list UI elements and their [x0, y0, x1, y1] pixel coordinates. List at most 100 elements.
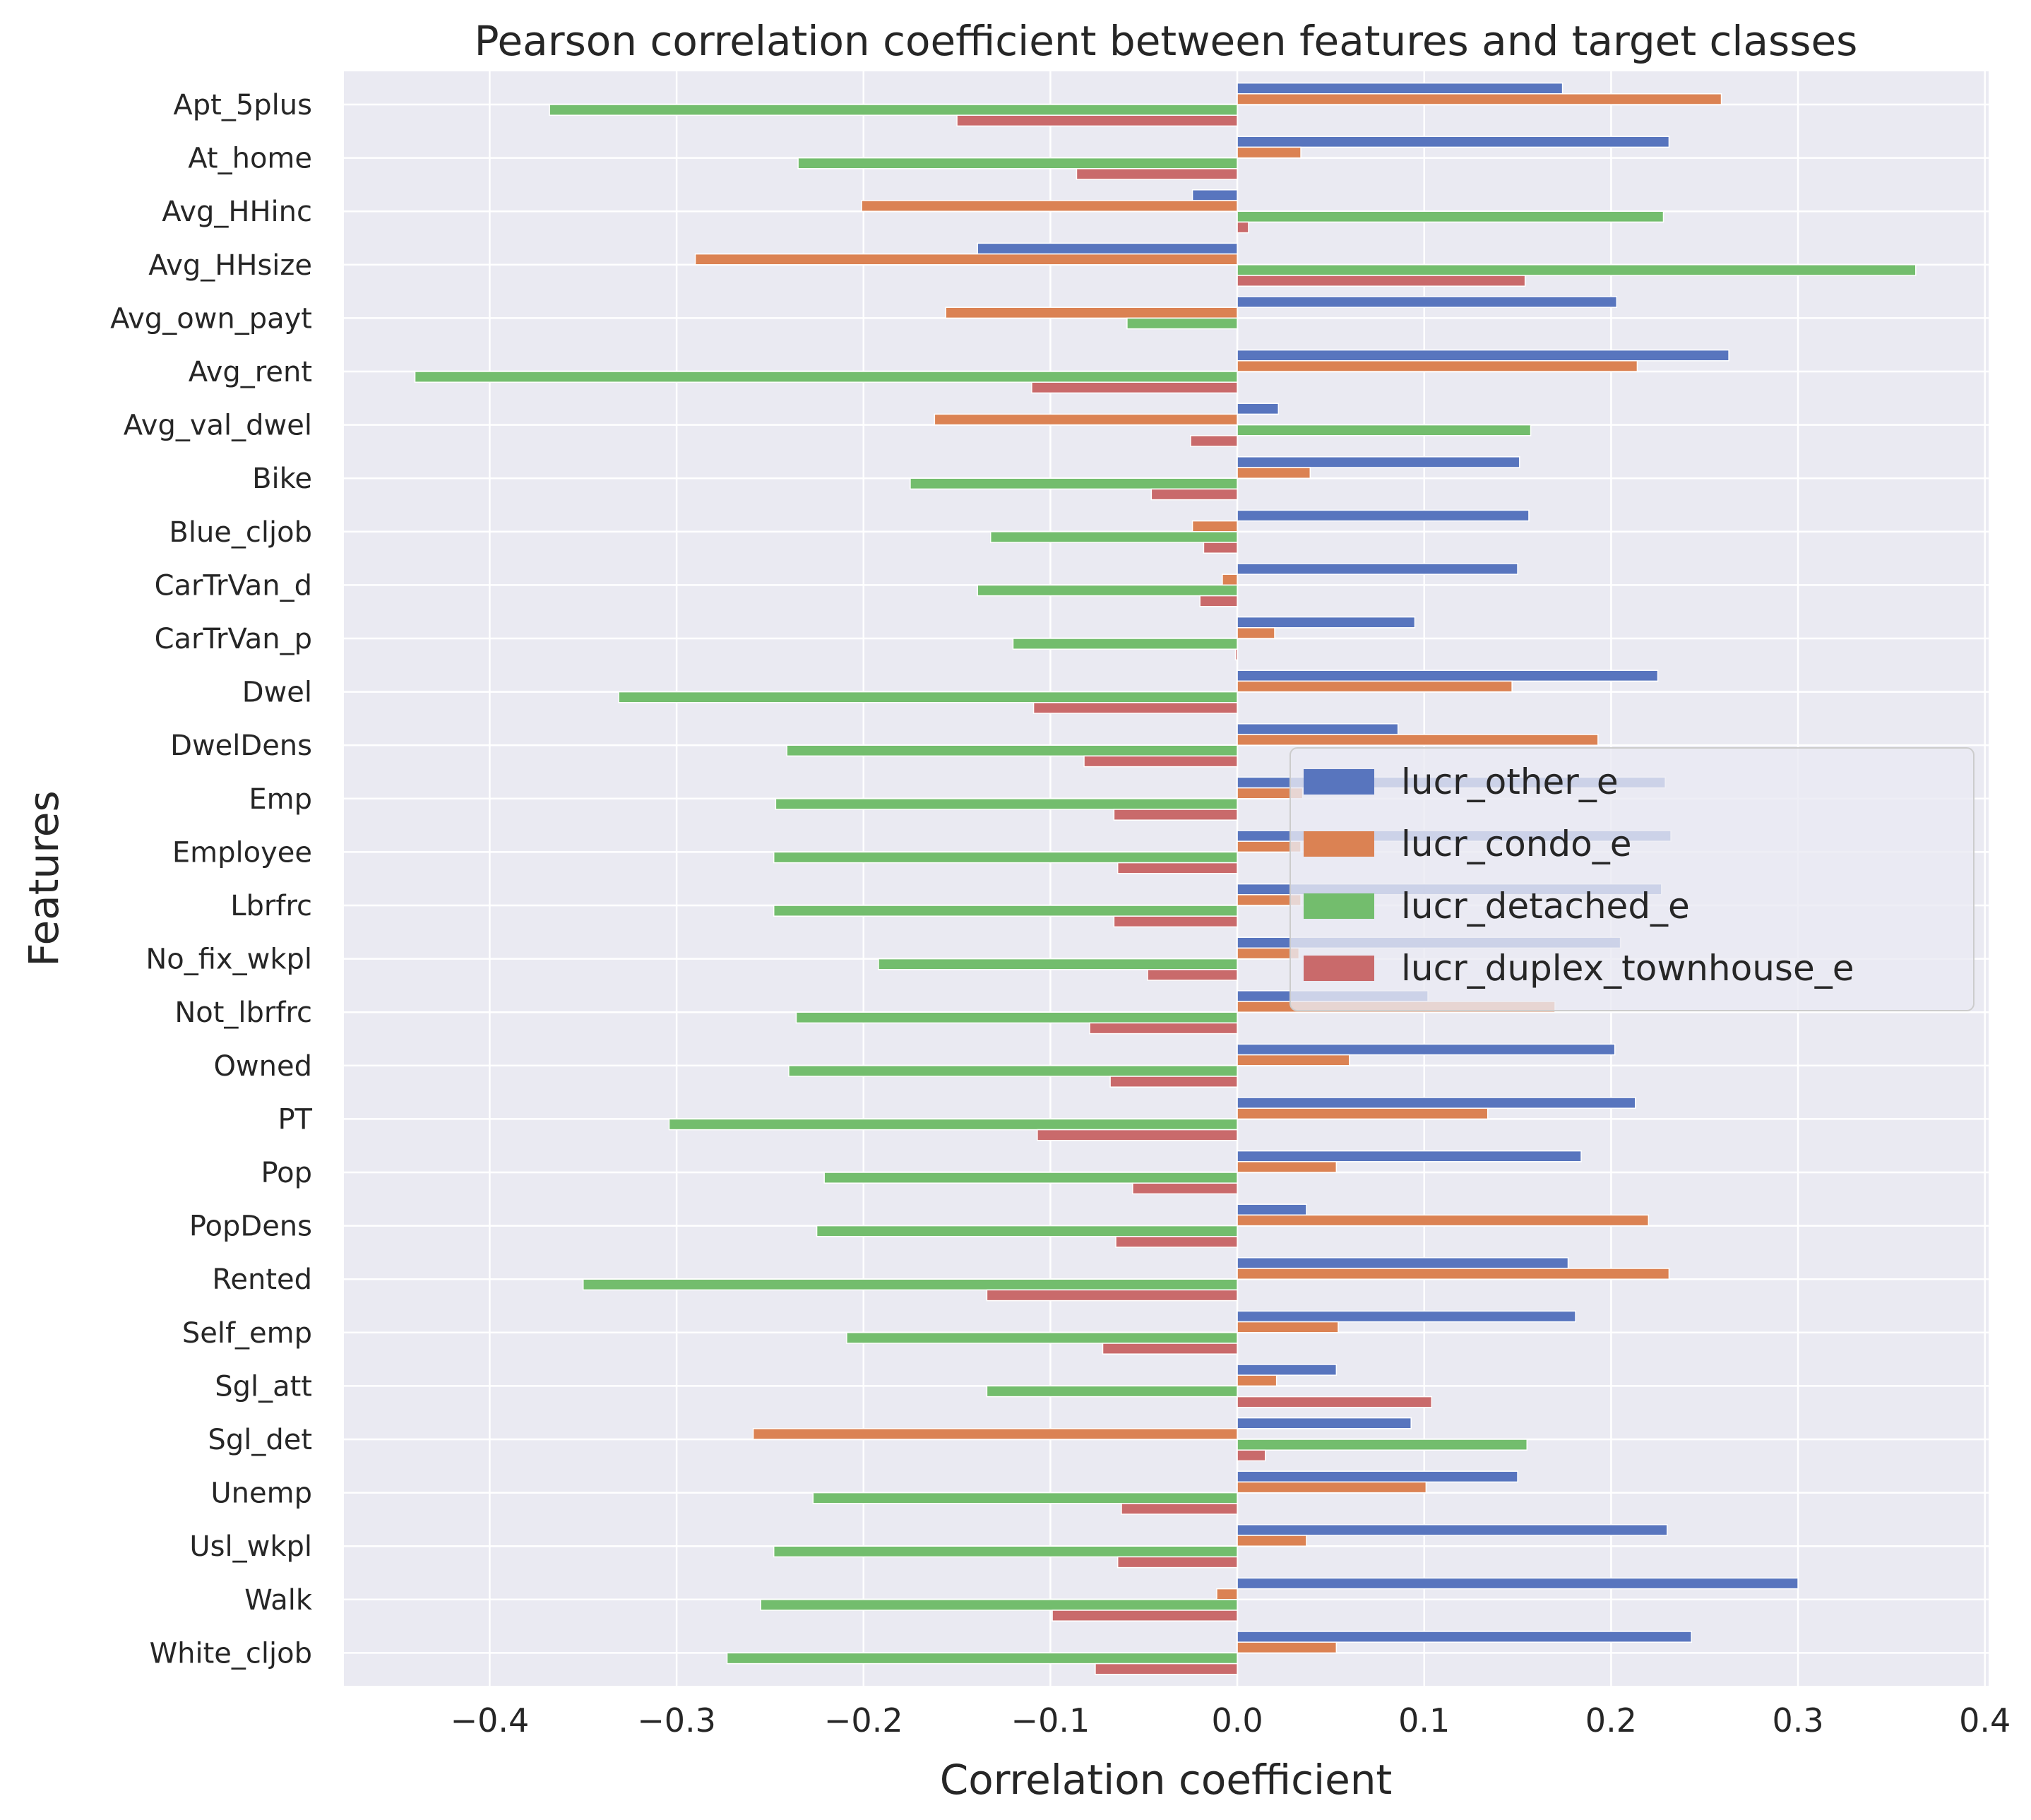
- bar-lucr_detached_e-Bike: [910, 477, 1238, 490]
- bar-lucr_other_e-At_home: [1237, 136, 1670, 148]
- bar-lucr_duplex_townhouse_e-Blue_cljob: [1203, 542, 1238, 554]
- y-tick-label: Not_lbrfrc: [174, 997, 312, 1029]
- bar-lucr_duplex_townhouse_e-Avg_HHsize: [1237, 275, 1526, 287]
- bar-lucr_condo_e-Avg_val_dwel: [934, 413, 1238, 426]
- y-tick-label: Walk: [244, 1584, 313, 1617]
- bar-lucr_duplex_townhouse_e-Owned: [1109, 1076, 1238, 1088]
- bar-lucr_duplex_townhouse_e-PT: [1037, 1129, 1238, 1141]
- bar-lucr_other_e-Walk: [1237, 1577, 1799, 1590]
- bar-lucr_other_e-Avg_own_payt: [1237, 296, 1618, 308]
- bar-lucr_detached_e-PopDens: [816, 1225, 1238, 1237]
- bar-lucr_duplex_townhouse_e-Rented: [986, 1289, 1238, 1302]
- bar-lucr_condo_e-DwelDens: [1237, 734, 1599, 746]
- bar-lucr_duplex_townhouse_e-Sgl_att: [1237, 1396, 1433, 1408]
- bar-lucr_duplex_townhouse_e-DwelDens: [1083, 755, 1238, 768]
- bar-lucr_duplex_townhouse_e-CarTrVan_p: [1234, 648, 1238, 661]
- bar-lucr_condo_e-Dwel: [1237, 680, 1513, 693]
- bar-lucr_duplex_townhouse_e-PopDens: [1115, 1236, 1238, 1248]
- bar-lucr_detached_e-Usl_wkpl: [773, 1545, 1238, 1558]
- bar-lucr_duplex_townhouse_e-At_home: [1076, 168, 1238, 180]
- bar-lucr_condo_e-Usl_wkpl: [1237, 1535, 1307, 1547]
- legend-label: lucr_detached_e: [1401, 886, 1690, 927]
- bar-lucr_detached_e-Avg_own_payt: [1126, 317, 1238, 330]
- bar-lucr_detached_e-Owned: [788, 1065, 1238, 1077]
- bar-lucr_duplex_townhouse_e-Unemp: [1121, 1503, 1238, 1515]
- y-tick-label: PopDens: [189, 1211, 312, 1243]
- legend-label: lucr_duplex_townhouse_e: [1401, 948, 1854, 989]
- bar-lucr_other_e-Avg_val_dwel: [1237, 403, 1280, 415]
- y-tick-label: At_home: [188, 143, 312, 175]
- bar-lucr_condo_e-Sgl_det: [752, 1428, 1238, 1440]
- bar-lucr_condo_e-Avg_rent: [1237, 360, 1638, 372]
- bar-lucr_condo_e-CarTrVan_p: [1237, 627, 1275, 639]
- bar-lucr_other_e-Owned: [1237, 1043, 1616, 1056]
- bar-lucr_other_e-Avg_rent: [1237, 349, 1729, 362]
- bar-lucr_condo_e-Blue_cljob: [1191, 520, 1238, 533]
- y-tick-label: Usl_wkpl: [189, 1530, 312, 1563]
- x-tick-label: −0.4: [451, 1701, 530, 1739]
- bar-lucr_condo_e-Sgl_att: [1237, 1374, 1277, 1387]
- y-tick-label: PT: [278, 1103, 312, 1136]
- bar-lucr_condo_e-Bike: [1237, 467, 1311, 479]
- y-tick-label: DwelDens: [170, 730, 312, 762]
- legend-label: lucr_condo_e: [1401, 823, 1632, 864]
- bar-lucr_other_e-Apt_5plus: [1237, 82, 1564, 95]
- chart-title: Pearson correlation coefficient between …: [475, 17, 1858, 65]
- y-tick-label: White_cljob: [150, 1637, 312, 1670]
- bar-lucr_condo_e-Avg_own_payt: [945, 307, 1238, 319]
- bar-lucr_duplex_townhouse_e-Walk: [1052, 1610, 1238, 1622]
- x-tick-label: 0.0: [1211, 1701, 1263, 1739]
- bar-lucr_duplex_townhouse_e-Lbrfrc: [1113, 915, 1238, 928]
- bar-lucr_detached_e-PT: [668, 1118, 1238, 1131]
- bar-lucr_duplex_townhouse_e-Self_emp: [1102, 1343, 1238, 1355]
- bar-lucr_other_e-Rented: [1237, 1257, 1569, 1269]
- bar-lucr_duplex_townhouse_e-Apt_5plus: [956, 114, 1238, 127]
- bar-lucr_duplex_townhouse_e-Usl_wkpl: [1116, 1556, 1238, 1569]
- y-tick-label: Avg_rent: [189, 356, 312, 388]
- y-tick-label: Owned: [213, 1050, 312, 1083]
- bar-lucr_other_e-Unemp: [1237, 1470, 1518, 1483]
- bar-lucr_detached_e-Employee: [773, 851, 1238, 864]
- bar-lucr_condo_e-PT: [1237, 1107, 1489, 1120]
- bar-lucr_duplex_townhouse_e-Emp: [1113, 809, 1238, 821]
- bar-lucr_detached_e-Lbrfrc: [773, 905, 1238, 917]
- bar-lucr_detached_e-Avg_rent: [414, 371, 1238, 383]
- bar-lucr_condo_e-Apt_5plus: [1237, 93, 1722, 105]
- bar-lucr_other_e-Avg_HHsize: [977, 242, 1238, 255]
- legend-swatch: [1304, 956, 1374, 981]
- bars: [414, 82, 1917, 1675]
- y-tick-label: Unemp: [210, 1477, 312, 1510]
- y-tick-label: Lbrfrc: [230, 890, 312, 922]
- bar-lucr_detached_e-Rented: [583, 1278, 1238, 1291]
- legend-swatch: [1304, 831, 1374, 857]
- x-tick-label: 0.2: [1585, 1701, 1637, 1739]
- y-axis-label: Features: [20, 790, 68, 966]
- bar-lucr_detached_e-CarTrVan_d: [977, 584, 1238, 597]
- bar-lucr_detached_e-Sgl_att: [986, 1385, 1238, 1398]
- y-tick-label: Sgl_det: [208, 1424, 312, 1456]
- bar-lucr_condo_e-Pop: [1237, 1161, 1338, 1173]
- bar-lucr_detached_e-Dwel: [618, 691, 1238, 703]
- bar-lucr_detached_e-No_fix_wkpl: [878, 958, 1238, 970]
- bar-lucr_other_e-Usl_wkpl: [1237, 1524, 1668, 1536]
- bar-lucr_other_e-CarTrVan_d: [1237, 563, 1518, 575]
- bar-lucr_other_e-PT: [1237, 1097, 1636, 1109]
- y-tick-label: Avg_HHsize: [148, 249, 312, 282]
- bar-lucr_duplex_townhouse_e-Pop: [1132, 1182, 1238, 1195]
- bar-lucr_other_e-Self_emp: [1237, 1310, 1576, 1323]
- y-tick-labels: Apt_5plus At_home Avg_HHinc Avg_HHsize Avg_o…: [110, 89, 313, 1670]
- bar-lucr_other_e-DwelDens: [1237, 723, 1399, 735]
- legend-items: lucr_other_e lucr_condo_e lucr_detached_el…: [1304, 761, 1854, 989]
- bar-lucr_duplex_townhouse_e-Sgl_det: [1237, 1449, 1266, 1462]
- y-tick-label: Blue_cljob: [169, 516, 312, 549]
- bar-lucr_detached_e-Apt_5plus: [549, 104, 1238, 116]
- legend-frame: [1290, 747, 1975, 1011]
- x-tick-label: 0.3: [1772, 1701, 1823, 1739]
- y-tick-label: Sgl_att: [215, 1370, 312, 1403]
- bar-lucr_detached_e-Not_lbrfrc: [795, 1011, 1238, 1024]
- bar-lucr_duplex_townhouse_e-Avg_val_dwel: [1190, 435, 1238, 447]
- bar-lucr_condo_e-CarTrVan_d: [1222, 573, 1238, 586]
- legend-swatch: [1304, 769, 1374, 795]
- y-tick-label: Avg_HHinc: [162, 196, 312, 228]
